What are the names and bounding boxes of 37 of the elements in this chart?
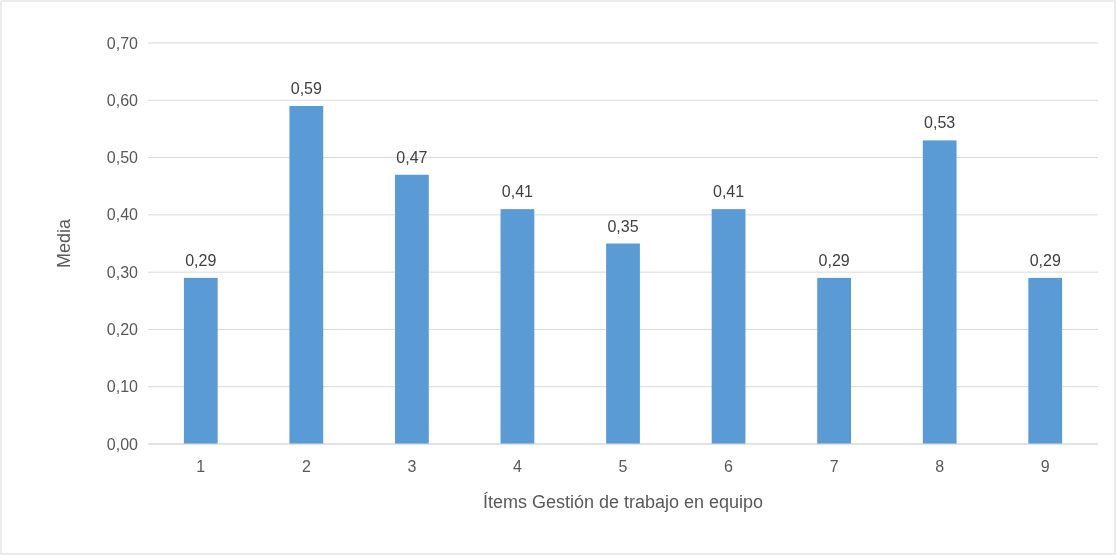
y-tick-label: 0,70 (106, 34, 139, 52)
bar (1028, 277, 1063, 444)
x-tick-label: 2 (301, 458, 311, 475)
bar (183, 277, 218, 444)
data-label: 0,41 (501, 183, 534, 201)
x-tick-label: 5 (618, 458, 628, 475)
bar (711, 209, 746, 444)
y-tick-label: 0,30 (106, 263, 139, 281)
data-label: 0,29 (1029, 251, 1061, 269)
bar (500, 209, 535, 444)
y-tick-label: 0,10 (106, 378, 139, 396)
y-tick-label: 0,00 (106, 435, 139, 453)
bar (395, 174, 429, 444)
data-label: 0,53 (924, 114, 956, 132)
data-label: 0,35 (607, 217, 639, 235)
y-tick-label: 0,40 (106, 206, 139, 224)
data-label: 0,29 (185, 251, 217, 269)
x-tick-label: 4 (512, 458, 522, 475)
x-tick-label: 8 (935, 458, 945, 475)
y-tick-label: 0,50 (106, 149, 139, 167)
x-axis-title: Ítems Gestión de trabajo en equipo (482, 492, 764, 512)
x-tick-label: 3 (407, 458, 417, 475)
y-tick-label: 0,20 (106, 321, 139, 339)
data-label: 0,47 (396, 148, 428, 166)
x-tick-label: 6 (724, 458, 734, 475)
data-label: 0,29 (818, 251, 850, 269)
x-tick-label: 9 (1040, 458, 1050, 475)
bar (289, 106, 324, 444)
data-label: 0,59 (290, 80, 323, 98)
x-tick-label: 7 (829, 458, 839, 475)
x-tick-label: 1 (196, 458, 206, 475)
bar (922, 140, 957, 444)
y-axis-title: Media (54, 218, 74, 269)
data-label: 0,41 (712, 183, 745, 201)
y-tick-label: 0,60 (106, 91, 139, 109)
bar (606, 243, 640, 444)
bar (817, 277, 851, 444)
